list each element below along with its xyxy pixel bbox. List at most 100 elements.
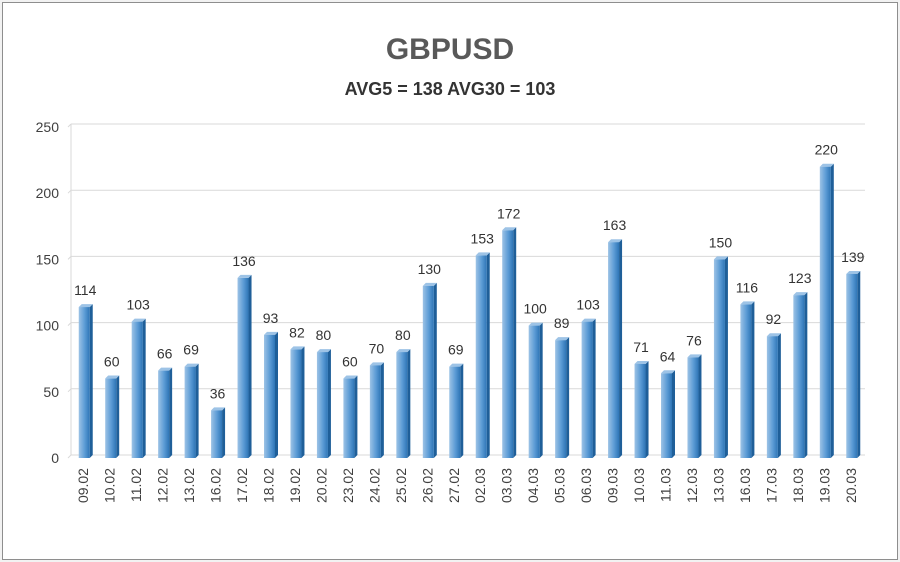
data-label: 80 [316,327,332,343]
bar-09.02 [78,304,93,458]
bar-side [142,318,146,458]
data-label: 36 [210,385,226,401]
y-axis-ticks: 0 50 100 150 200 250 [36,119,60,466]
bar-side [724,256,728,458]
data-label: 100 [523,301,547,317]
gridlines [67,123,865,459]
bar-side [513,227,517,458]
data-label: 136 [232,253,256,269]
bar-side [566,337,570,458]
x-tick-label: 18.02 [261,468,277,503]
data-label: 139 [841,249,865,265]
bar-top [740,301,755,305]
bar-side [619,239,623,458]
bar-05.03 [555,337,570,458]
bar-front [131,321,143,458]
bar-front [316,352,328,458]
data-label: 220 [815,142,839,158]
data-label: 150 [709,234,733,250]
bar-side [222,407,226,458]
x-tick-label: 19.02 [287,468,303,503]
bar-top [105,375,120,379]
bar-top [264,331,278,335]
bar-13.03 [713,256,728,458]
bar-03.03 [502,227,517,458]
bar-side [698,354,702,458]
bar-front [502,230,514,458]
data-label: 71 [633,339,649,355]
x-tick-label: 24.02 [366,468,382,503]
bar-top [131,318,146,322]
bar-front [369,365,381,458]
data-labels: 114 60 103 66 69 36 136 93 82 80 60 70 80 130 69 153172… [74,142,865,402]
bar-side [354,375,358,458]
x-tick-label: 20.03 [843,468,859,503]
data-label: 82 [289,324,305,340]
bar-16.02 [211,407,226,458]
bar-front [396,352,408,458]
bar-side [672,370,675,458]
x-tick-label: 09.02 [75,468,91,503]
bar-chart: GBPUSD AVG5 = 138 AVG30 = 103 0 50 100 150 2… [36,33,865,503]
data-label: 123 [788,270,812,286]
bar-top [661,370,675,374]
data-label: 70 [369,340,385,356]
bar-front [475,255,487,458]
bar-18.02 [264,331,278,458]
y-tick-label: 0 [51,450,59,466]
data-label: 93 [263,310,279,326]
data-label: 60 [342,354,358,370]
bar-top [502,227,517,231]
bar-side [830,163,834,458]
bar-11.02 [131,318,146,458]
bar-front [528,325,540,458]
bar-front [740,304,752,458]
bar-front [237,277,249,458]
data-label: 172 [497,205,521,221]
bar-side [777,333,781,458]
bar-top [290,346,305,350]
bar-top [713,256,728,260]
bar-17.03 [766,333,781,458]
data-label: 103 [126,297,150,313]
y-tick-label: 150 [36,251,60,267]
x-tick-label: 05.03 [552,468,568,503]
data-label: 69 [183,342,199,358]
bar-front [555,340,567,458]
x-tick-label: 19.03 [816,468,832,503]
bar-side [301,346,305,458]
bar-front [78,307,90,458]
bar-19.02 [290,346,305,458]
bar-13.02 [184,363,199,458]
bar-02.03 [475,252,490,458]
x-tick-label: 10.02 [102,468,118,503]
x-tick-label: 06.03 [578,468,594,503]
x-tick-label: 11.03 [658,468,674,502]
bar-front [422,285,434,458]
bar-front [793,295,805,458]
data-label: 116 [736,279,759,295]
bar-side [592,318,596,458]
chart-subtitle: AVG5 = 138 AVG30 = 103 [345,79,556,99]
bar-side [460,363,464,458]
bar-top [766,333,781,337]
x-tick-label: 10.03 [631,468,647,503]
bar-front [264,334,275,458]
bar-side [89,304,93,458]
bar-19.03 [819,163,834,458]
data-label: 76 [686,332,702,348]
x-tick-label: 12.03 [684,468,700,503]
bar-side [486,252,490,458]
bar-side [857,270,861,458]
data-label: 80 [395,327,411,343]
data-label: 66 [157,346,173,362]
bar-26.02 [422,282,437,458]
bar-front [819,166,831,458]
bar-20.02 [316,349,331,458]
bar-top [158,367,173,371]
bar-top [316,349,331,353]
bar-side [195,363,199,458]
data-label: 60 [104,354,120,370]
bar-front [184,366,196,458]
y-tick-label: 100 [36,318,60,334]
